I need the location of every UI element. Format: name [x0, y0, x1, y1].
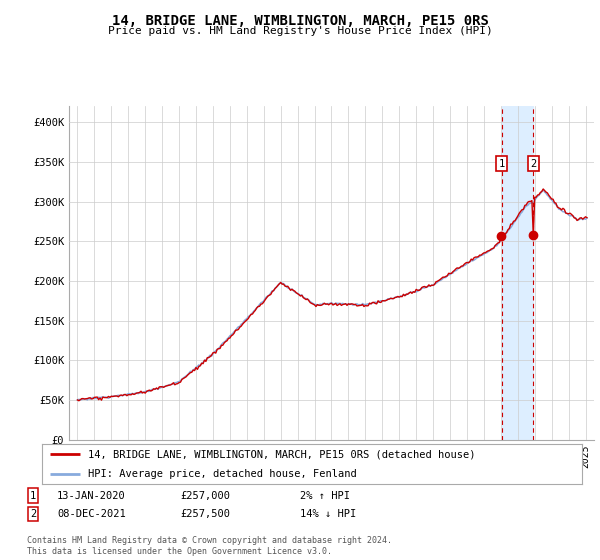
- Text: Contains HM Land Registry data © Crown copyright and database right 2024.
This d: Contains HM Land Registry data © Crown c…: [27, 536, 392, 556]
- Text: HPI: Average price, detached house, Fenland: HPI: Average price, detached house, Fenl…: [88, 469, 356, 479]
- Text: 2: 2: [30, 509, 36, 519]
- Text: 14, BRIDGE LANE, WIMBLINGTON, MARCH, PE15 0RS (detached house): 14, BRIDGE LANE, WIMBLINGTON, MARCH, PE1…: [88, 449, 475, 459]
- Bar: [502, 106, 533, 440]
- Text: Price paid vs. HM Land Registry's House Price Index (HPI): Price paid vs. HM Land Registry's House …: [107, 26, 493, 36]
- Text: 14% ↓ HPI: 14% ↓ HPI: [300, 509, 356, 519]
- Text: £257,000: £257,000: [180, 491, 230, 501]
- Text: 13-JAN-2020: 13-JAN-2020: [57, 491, 126, 501]
- Text: 2: 2: [530, 158, 536, 169]
- Text: 1: 1: [499, 158, 505, 169]
- Text: 2% ↑ HPI: 2% ↑ HPI: [300, 491, 350, 501]
- Text: 14, BRIDGE LANE, WIMBLINGTON, MARCH, PE15 0RS: 14, BRIDGE LANE, WIMBLINGTON, MARCH, PE1…: [112, 14, 488, 28]
- Text: 08-DEC-2021: 08-DEC-2021: [57, 509, 126, 519]
- Text: £257,500: £257,500: [180, 509, 230, 519]
- Text: 1: 1: [30, 491, 36, 501]
